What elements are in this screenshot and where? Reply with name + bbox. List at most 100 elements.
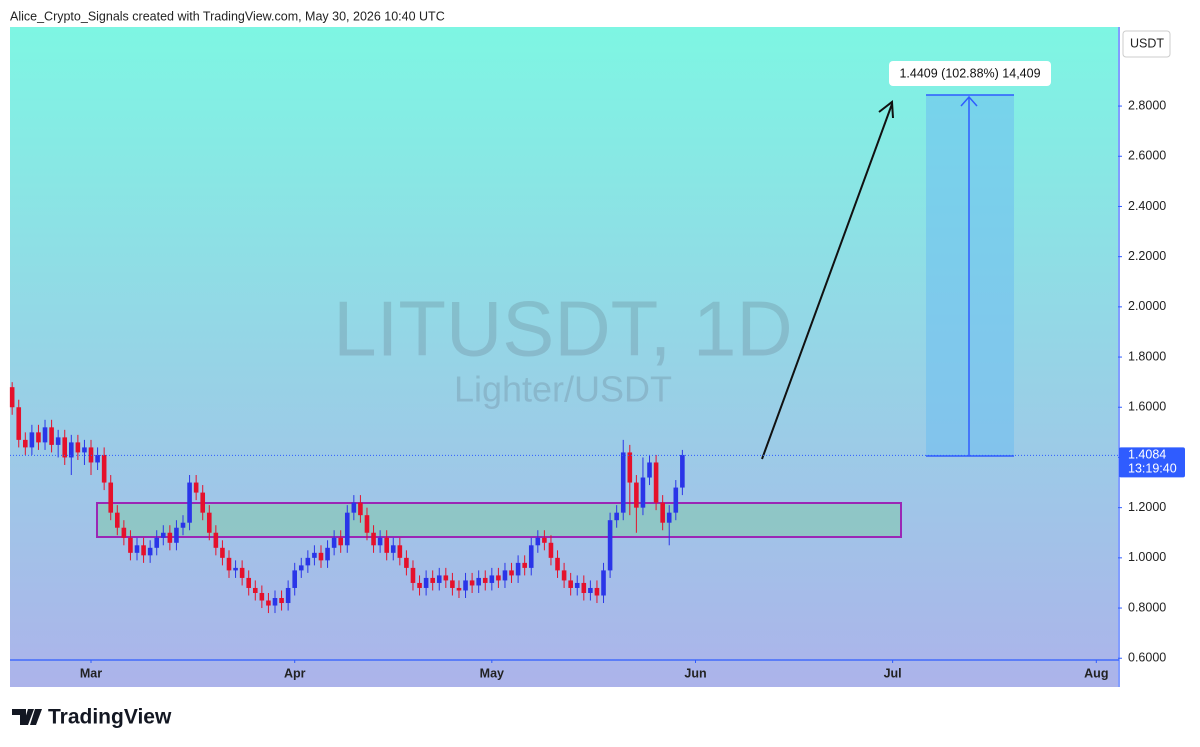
candle-body (574, 582, 580, 588)
candle-body (239, 567, 245, 578)
y-tick-label: 0.8000 (1128, 600, 1166, 614)
candle-body (607, 520, 613, 571)
candle-body (62, 437, 68, 458)
x-tick-label: Jul (884, 666, 902, 680)
candle-body (36, 432, 41, 443)
candle-body (568, 580, 573, 588)
candle-body (220, 547, 225, 558)
y-tick-label: 1.0000 (1128, 550, 1166, 564)
candle-body (128, 537, 133, 553)
candle-body (344, 512, 350, 546)
candle-body (29, 432, 35, 448)
candle-body (285, 587, 291, 604)
candle-body (548, 542, 554, 558)
candle-body (49, 427, 54, 445)
candle-body (364, 515, 370, 533)
candle-body (23, 439, 28, 448)
candle-body (496, 575, 501, 581)
candle-body (134, 545, 140, 553)
candle-body (404, 557, 409, 568)
candle-body (108, 482, 114, 513)
footer-brand: TradingView (48, 706, 172, 729)
candle-body (390, 545, 396, 553)
candle-body (377, 537, 383, 546)
candle-body (167, 532, 173, 543)
candle-body (69, 442, 74, 458)
candle-body (535, 537, 541, 546)
candle-body (430, 577, 435, 583)
x-tick-label: May (480, 666, 504, 680)
candle-body (673, 487, 679, 513)
candle-body (266, 600, 271, 606)
candle-body (298, 565, 304, 571)
candle-body (594, 587, 600, 596)
header-text: Alice_Crypto_Signals created with Tradin… (10, 9, 445, 23)
candle-body (331, 537, 337, 548)
y-tick-label: 2.8000 (1128, 98, 1166, 112)
candle-body (292, 570, 298, 588)
candle-body (647, 462, 652, 478)
x-tick-label: Mar (80, 666, 102, 680)
x-tick-label: Aug (1084, 666, 1108, 680)
candle-body (55, 437, 61, 445)
candle-body (42, 427, 48, 443)
candle-body (305, 557, 311, 566)
candle-body (187, 482, 192, 523)
countdown-label: 13:19:40 (1128, 462, 1177, 476)
candle-body (436, 575, 442, 583)
candle-body (489, 575, 495, 583)
projection-label: 1.4409 (102.88%) 14,409 (899, 66, 1040, 80)
candle-body (279, 598, 284, 604)
candle-body (515, 562, 521, 576)
watermark-title: LITUSDT, 1D (333, 285, 792, 373)
candle-body (627, 452, 633, 483)
candle-body (338, 537, 343, 546)
candle-body (160, 532, 166, 538)
candle-body (601, 570, 606, 596)
projection-arrowhead (960, 95, 978, 107)
candle-body (482, 577, 488, 583)
y-tick-label: 2.0000 (1128, 299, 1166, 313)
y-tick-label: 2.4000 (1128, 199, 1166, 213)
candle-body (75, 442, 81, 453)
candle-body (660, 502, 665, 523)
candle-body (561, 570, 567, 581)
candle-body (528, 545, 534, 568)
candle-body (620, 452, 626, 513)
support-zone (96, 502, 902, 538)
candle-body (522, 562, 527, 568)
last-price-tag (1119, 447, 1185, 478)
candle-body (213, 532, 219, 548)
logo-mark (12, 709, 42, 725)
candle-body (141, 545, 146, 556)
y-tick-label: 0.6000 (1128, 651, 1166, 665)
projection-box (926, 95, 1014, 456)
candle-body (114, 512, 120, 528)
currency-label: USDT (1130, 36, 1164, 50)
candle-body (252, 587, 258, 593)
candle-body (233, 567, 238, 571)
candle-body (423, 577, 429, 588)
candle-body (463, 580, 468, 591)
candle-body (121, 527, 127, 538)
candle-body (174, 527, 179, 543)
watermark-subtitle: Lighter/USDT (454, 369, 672, 410)
candle-body (358, 502, 363, 516)
candle-body (147, 547, 153, 556)
candle-body (476, 577, 481, 586)
candle-body (82, 447, 87, 453)
y-tick-label: 2.6000 (1128, 149, 1166, 163)
candle-body (666, 512, 672, 523)
candle-body (226, 557, 232, 571)
candle-body (653, 462, 659, 503)
candle-body (456, 587, 462, 591)
projection-label-box (889, 61, 1051, 86)
plot: 0.60000.80001.00001.20001.40001.60001.80… (9, 98, 1185, 680)
candle-body (384, 537, 389, 553)
x-tick-label: Apr (284, 666, 306, 680)
candle-body (555, 557, 560, 571)
y-tick-label: 1.6000 (1128, 400, 1166, 414)
candle-body (588, 587, 593, 593)
candle-body (450, 580, 455, 588)
